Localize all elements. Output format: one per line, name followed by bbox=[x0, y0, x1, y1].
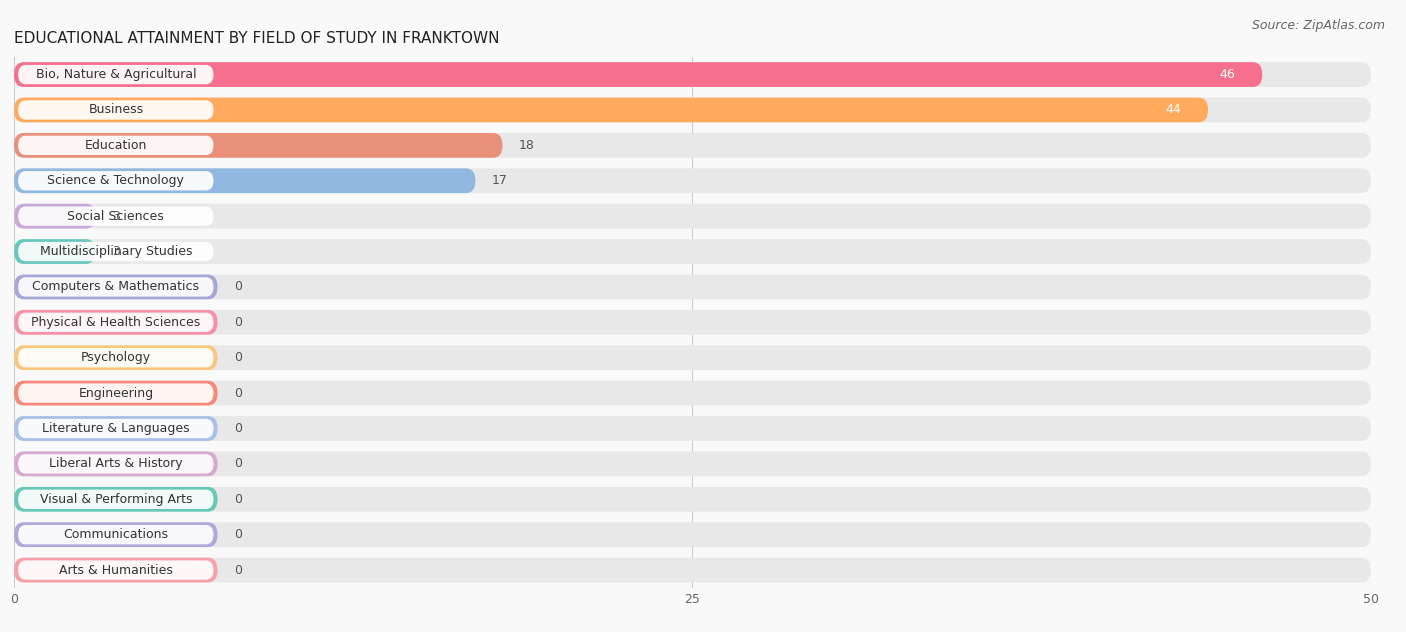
Text: Social Sciences: Social Sciences bbox=[67, 210, 165, 222]
Text: Physical & Health Sciences: Physical & Health Sciences bbox=[31, 316, 201, 329]
Text: Engineering: Engineering bbox=[79, 387, 153, 399]
FancyBboxPatch shape bbox=[18, 171, 214, 190]
FancyBboxPatch shape bbox=[18, 136, 214, 155]
Text: Communications: Communications bbox=[63, 528, 169, 541]
Text: 3: 3 bbox=[111, 245, 120, 258]
Text: 0: 0 bbox=[233, 351, 242, 364]
FancyBboxPatch shape bbox=[18, 454, 214, 473]
FancyBboxPatch shape bbox=[14, 62, 1263, 87]
Text: Bio, Nature & Agricultural: Bio, Nature & Agricultural bbox=[35, 68, 195, 81]
FancyBboxPatch shape bbox=[14, 557, 1371, 583]
FancyBboxPatch shape bbox=[14, 451, 1371, 477]
Text: Science & Technology: Science & Technology bbox=[48, 174, 184, 187]
Text: 0: 0 bbox=[233, 316, 242, 329]
FancyBboxPatch shape bbox=[18, 525, 214, 544]
Text: 0: 0 bbox=[233, 528, 242, 541]
Text: 0: 0 bbox=[233, 564, 242, 576]
Text: 46: 46 bbox=[1219, 68, 1234, 81]
Text: Literature & Languages: Literature & Languages bbox=[42, 422, 190, 435]
FancyBboxPatch shape bbox=[18, 242, 214, 261]
Text: 0: 0 bbox=[233, 422, 242, 435]
Text: 0: 0 bbox=[233, 493, 242, 506]
Text: Business: Business bbox=[89, 104, 143, 116]
FancyBboxPatch shape bbox=[14, 416, 218, 441]
FancyBboxPatch shape bbox=[18, 348, 214, 367]
FancyBboxPatch shape bbox=[14, 380, 218, 406]
Text: 0: 0 bbox=[233, 387, 242, 399]
FancyBboxPatch shape bbox=[18, 561, 214, 580]
FancyBboxPatch shape bbox=[14, 522, 218, 547]
Text: 18: 18 bbox=[519, 139, 534, 152]
Text: Psychology: Psychology bbox=[80, 351, 150, 364]
Text: 17: 17 bbox=[492, 174, 508, 187]
Text: 0: 0 bbox=[233, 281, 242, 293]
FancyBboxPatch shape bbox=[14, 97, 1371, 123]
FancyBboxPatch shape bbox=[14, 168, 1371, 193]
FancyBboxPatch shape bbox=[14, 204, 96, 229]
FancyBboxPatch shape bbox=[14, 274, 218, 300]
FancyBboxPatch shape bbox=[18, 277, 214, 296]
FancyBboxPatch shape bbox=[14, 239, 96, 264]
FancyBboxPatch shape bbox=[18, 490, 214, 509]
FancyBboxPatch shape bbox=[14, 204, 1371, 229]
Text: Education: Education bbox=[84, 139, 148, 152]
FancyBboxPatch shape bbox=[14, 345, 1371, 370]
Text: Multidisciplinary Studies: Multidisciplinary Studies bbox=[39, 245, 193, 258]
FancyBboxPatch shape bbox=[14, 451, 218, 477]
Text: Computers & Mathematics: Computers & Mathematics bbox=[32, 281, 200, 293]
FancyBboxPatch shape bbox=[14, 62, 1371, 87]
FancyBboxPatch shape bbox=[14, 274, 1371, 300]
Text: 3: 3 bbox=[111, 210, 120, 222]
FancyBboxPatch shape bbox=[14, 487, 218, 512]
FancyBboxPatch shape bbox=[14, 345, 218, 370]
FancyBboxPatch shape bbox=[14, 97, 1208, 123]
Text: Arts & Humanities: Arts & Humanities bbox=[59, 564, 173, 576]
FancyBboxPatch shape bbox=[14, 310, 218, 335]
FancyBboxPatch shape bbox=[14, 522, 1371, 547]
FancyBboxPatch shape bbox=[18, 419, 214, 438]
FancyBboxPatch shape bbox=[18, 313, 214, 332]
FancyBboxPatch shape bbox=[14, 239, 1371, 264]
Text: Visual & Performing Arts: Visual & Performing Arts bbox=[39, 493, 193, 506]
FancyBboxPatch shape bbox=[18, 384, 214, 403]
FancyBboxPatch shape bbox=[14, 416, 1371, 441]
FancyBboxPatch shape bbox=[14, 133, 502, 158]
FancyBboxPatch shape bbox=[18, 207, 214, 226]
FancyBboxPatch shape bbox=[14, 487, 1371, 512]
FancyBboxPatch shape bbox=[14, 133, 1371, 158]
FancyBboxPatch shape bbox=[18, 65, 214, 84]
Text: 0: 0 bbox=[233, 458, 242, 470]
Text: Source: ZipAtlas.com: Source: ZipAtlas.com bbox=[1251, 19, 1385, 32]
FancyBboxPatch shape bbox=[18, 100, 214, 119]
FancyBboxPatch shape bbox=[14, 310, 1371, 335]
Text: 44: 44 bbox=[1166, 104, 1181, 116]
FancyBboxPatch shape bbox=[14, 380, 1371, 406]
Text: EDUCATIONAL ATTAINMENT BY FIELD OF STUDY IN FRANKTOWN: EDUCATIONAL ATTAINMENT BY FIELD OF STUDY… bbox=[14, 31, 499, 46]
Text: Liberal Arts & History: Liberal Arts & History bbox=[49, 458, 183, 470]
FancyBboxPatch shape bbox=[14, 557, 218, 583]
FancyBboxPatch shape bbox=[14, 168, 475, 193]
